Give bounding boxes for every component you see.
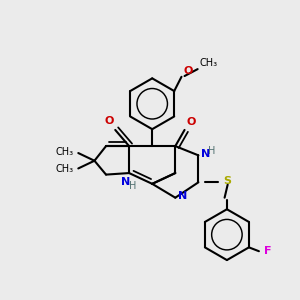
Text: N: N (121, 177, 130, 187)
Text: N: N (201, 149, 210, 159)
Text: N: N (178, 191, 187, 201)
Text: F: F (264, 246, 272, 256)
Text: H: H (208, 146, 216, 156)
Text: CH₃: CH₃ (56, 164, 74, 174)
Text: O: O (104, 116, 114, 126)
Text: O: O (186, 117, 196, 127)
Text: S: S (223, 176, 231, 186)
Text: H: H (128, 181, 136, 191)
Text: O: O (183, 66, 192, 76)
Text: CH₃: CH₃ (199, 58, 217, 68)
Text: CH₃: CH₃ (56, 147, 74, 157)
